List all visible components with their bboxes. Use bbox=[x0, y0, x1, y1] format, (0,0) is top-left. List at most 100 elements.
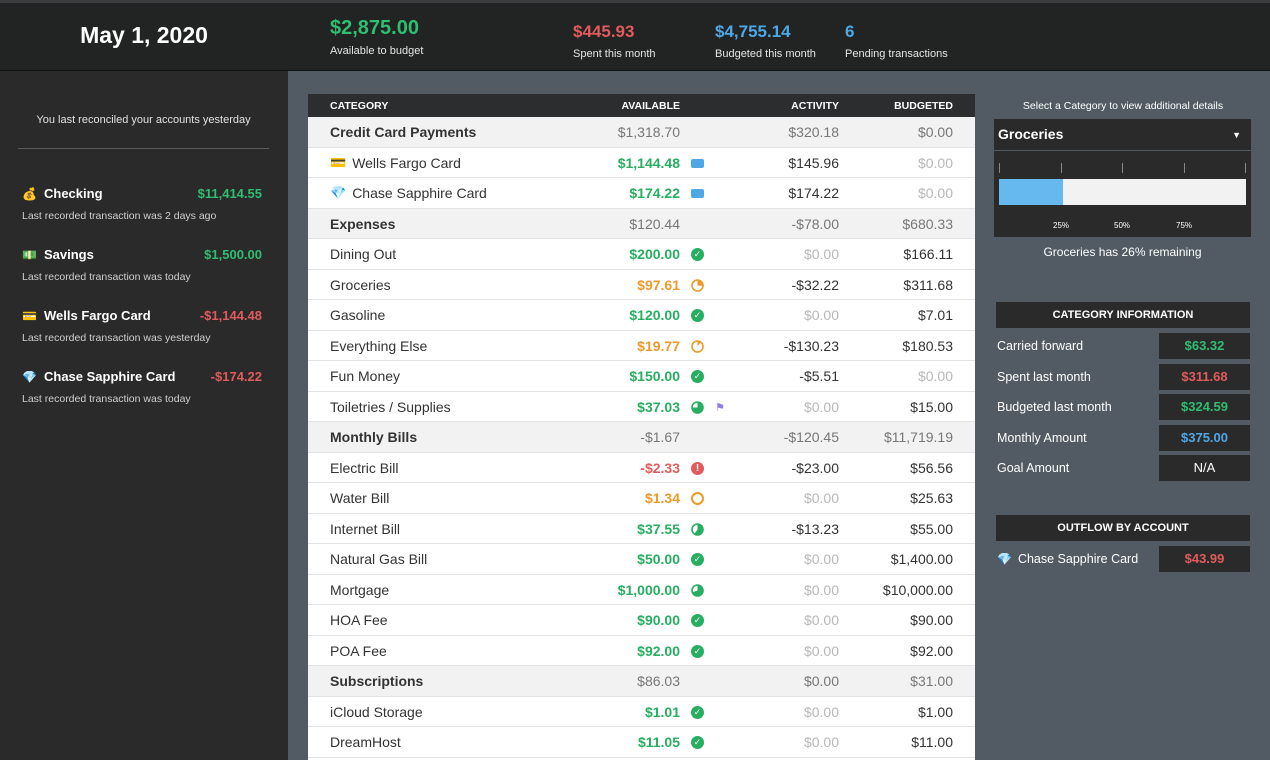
category-row[interactable]: 💎 Chase Sapphire Card $174.22 $174.22 $0.00 bbox=[308, 178, 975, 209]
budgeted-cell[interactable]: $15.00 bbox=[910, 398, 953, 415]
available-cell[interactable]: $37.55 bbox=[637, 520, 680, 537]
gauge-label-50: 50% bbox=[1113, 221, 1131, 230]
available-cell[interactable]: $1,144.48 bbox=[617, 154, 680, 171]
activity-cell[interactable]: -$5.51 bbox=[799, 368, 839, 384]
activity-cell[interactable]: $0.00 bbox=[803, 398, 839, 415]
available-cell[interactable]: $1.01 bbox=[644, 703, 680, 720]
available-cell[interactable]: $120.44 bbox=[629, 215, 680, 232]
budgeted-cell[interactable]: $1,400.00 bbox=[890, 551, 953, 567]
available-cell[interactable]: $120.00 bbox=[629, 307, 680, 323]
budgeted-cell[interactable]: $0.00 bbox=[917, 368, 953, 384]
category-row[interactable]: Dining Out $200.00 ✓ $0.00 $166.11 bbox=[308, 239, 975, 270]
budgeted-cell[interactable]: $180.53 bbox=[902, 337, 953, 354]
category-row[interactable]: POA Fee $92.00 ✓ $0.00 $92.00 bbox=[308, 636, 975, 666]
budgeted-cell[interactable]: $56.56 bbox=[910, 459, 953, 476]
category-group-row[interactable]: Credit Card Payments $1,318.70 $320.18 $0.0… bbox=[308, 117, 975, 148]
category-row[interactable]: DreamHost $11.05 ✓ $0.00 $11.00 bbox=[308, 727, 975, 758]
column-header-category[interactable]: CATEGORY bbox=[330, 100, 389, 112]
category-group-row[interactable]: Subscriptions $86.03 $0.00 $31.00 bbox=[308, 666, 975, 697]
activity-cell[interactable]: $0.00 bbox=[803, 581, 839, 598]
flag-icon[interactable]: ⚑ bbox=[715, 401, 725, 414]
category-row[interactable]: Mortgage $1,000.00 $0.00 $10,000.00 bbox=[308, 575, 975, 605]
activity-cell[interactable]: $0.00 bbox=[803, 551, 839, 567]
available-cell[interactable]: $37.03 bbox=[637, 398, 680, 415]
activity-cell[interactable]: $0.00 bbox=[803, 673, 839, 689]
budgeted-cell[interactable]: $25.63 bbox=[910, 490, 953, 506]
category-info-label: Carried forward bbox=[997, 339, 1084, 353]
available-cell[interactable]: -$2.33 bbox=[640, 459, 680, 476]
current-month-date[interactable]: May 1, 2020 bbox=[80, 22, 208, 48]
activity-cell[interactable]: $0.00 bbox=[803, 734, 839, 750]
budgeted-cell[interactable]: $0.00 bbox=[917, 185, 953, 201]
activity-cell[interactable]: -$13.23 bbox=[791, 520, 839, 537]
activity-cell[interactable]: -$23.00 bbox=[791, 459, 839, 476]
activity-cell[interactable]: $0.00 bbox=[803, 490, 839, 506]
pending-transactions-stat[interactable]: 6 Pending transactions bbox=[845, 22, 948, 60]
category-row[interactable]: Toiletries / Supplies $37.03 ⚑ $0.00 $15.00 bbox=[308, 392, 975, 422]
budgeted-cell[interactable]: $31.00 bbox=[910, 673, 953, 689]
account-item[interactable]: 💎 Chase Sapphire Card -$174.22 Last recorde… bbox=[22, 369, 262, 405]
available-cell[interactable]: $90.00 bbox=[637, 612, 680, 628]
available-cell[interactable]: $19.77 bbox=[637, 337, 680, 354]
available-cell[interactable]: $97.61 bbox=[637, 276, 680, 293]
available-cell[interactable]: $1,318.70 bbox=[617, 124, 680, 140]
budgeted-cell[interactable]: $0.00 bbox=[917, 124, 953, 140]
activity-cell[interactable]: $0.00 bbox=[803, 612, 839, 628]
budgeted-cell[interactable]: $0.00 bbox=[917, 154, 953, 171]
available-cell[interactable]: $50.00 bbox=[637, 551, 680, 567]
available-cell[interactable]: $86.03 bbox=[637, 673, 680, 689]
activity-cell[interactable]: $0.00 bbox=[803, 642, 839, 659]
category-row[interactable]: Fun Money $150.00 ✓ -$5.51 $0.00 bbox=[308, 361, 975, 392]
activity-cell[interactable]: $145.96 bbox=[788, 154, 839, 171]
available-cell[interactable]: $1.34 bbox=[644, 490, 680, 506]
activity-cell[interactable]: -$32.22 bbox=[791, 276, 839, 293]
column-header-budgeted[interactable]: BUDGETED bbox=[894, 100, 953, 112]
account-item[interactable]: 💳 Wells Fargo Card -$1,144.48 Last recorded… bbox=[22, 308, 262, 344]
activity-cell[interactable]: $0.00 bbox=[803, 703, 839, 720]
available-cell[interactable]: $11.05 bbox=[637, 734, 680, 750]
column-header-available[interactable]: AVAILABLE bbox=[621, 100, 680, 112]
activity-cell[interactable]: -$78.00 bbox=[791, 215, 839, 232]
activity-cell[interactable]: $320.18 bbox=[788, 124, 839, 140]
available-cell[interactable]: $1,000.00 bbox=[617, 581, 680, 598]
budgeted-cell[interactable]: $10,000.00 bbox=[882, 581, 953, 598]
column-header-activity[interactable]: ACTIVITY bbox=[791, 100, 839, 112]
account-item[interactable]: 💵 Savings $1,500.00 Last recorded transacti… bbox=[22, 247, 262, 283]
category-row[interactable]: Electric Bill -$2.33! -$23.00 $56.56 bbox=[308, 453, 975, 483]
budgeted-cell[interactable]: $55.00 bbox=[910, 520, 953, 537]
available-cell[interactable]: $200.00 bbox=[629, 246, 680, 262]
category-row[interactable]: Gasoline $120.00 ✓ $0.00 $7.01 bbox=[308, 300, 975, 331]
activity-cell[interactable]: $0.00 bbox=[803, 246, 839, 262]
category-group-row[interactable]: Expenses $120.44 -$78.00 $680.33 bbox=[308, 208, 975, 239]
budgeted-cell[interactable]: $92.00 bbox=[910, 642, 953, 659]
category-group-row[interactable]: Monthly Bills -$1.67 -$120.45 $11,719.19 bbox=[308, 422, 975, 453]
available-cell[interactable]: $150.00 bbox=[629, 368, 680, 384]
budgeted-cell[interactable]: $1.00 bbox=[917, 703, 953, 720]
budgeted-cell[interactable]: $311.68 bbox=[903, 276, 953, 293]
category-name-cell: Monthly Bills bbox=[330, 429, 417, 445]
category-select[interactable]: Groceries ▼ bbox=[994, 119, 1251, 150]
category-row[interactable]: Natural Gas Bill $50.00 ✓ $0.00 $1,400.00 bbox=[308, 544, 975, 575]
category-row[interactable]: HOA Fee $90.00 ✓ $0.00 $90.00 bbox=[308, 605, 975, 636]
available-cell[interactable]: -$1.67 bbox=[640, 429, 680, 445]
activity-cell[interactable]: -$130.23 bbox=[783, 337, 839, 354]
category-row[interactable]: Water Bill $1.34 $0.00 $25.63 bbox=[308, 483, 975, 514]
budgeted-cell[interactable]: $11.00 bbox=[911, 734, 953, 750]
budgeted-cell[interactable]: $7.01 bbox=[917, 307, 953, 323]
category-row[interactable]: Internet Bill $37.55 -$13.23 $55.00 bbox=[308, 514, 975, 544]
budgeted-cell[interactable]: $11,719.19 bbox=[883, 429, 953, 445]
category-row[interactable]: iCloud Storage $1.01 ✓ $0.00 $1.00 bbox=[308, 697, 975, 727]
activity-cell[interactable]: $174.22 bbox=[788, 185, 839, 201]
available-cell[interactable]: $174.22 bbox=[629, 185, 680, 201]
category-row[interactable]: Groceries $97.61 -$32.22 $311.68 bbox=[308, 270, 975, 300]
category-row[interactable]: Everything Else $19.77 -$130.23 $180.53 bbox=[308, 331, 975, 361]
account-item[interactable]: 💰 Checking $11,414.55 Last recorded transac… bbox=[22, 186, 262, 222]
category-row[interactable]: 💳 Wells Fargo Card $1,144.48 $145.96 $0.00 bbox=[308, 148, 975, 178]
activity-cell[interactable]: -$120.45 bbox=[783, 429, 839, 445]
budgeted-cell[interactable]: $90.00 bbox=[910, 612, 953, 628]
budgeted-cell[interactable]: $680.33 bbox=[902, 215, 953, 232]
available-cell[interactable]: $92.00 bbox=[637, 642, 680, 659]
activity-cell[interactable]: $0.00 bbox=[803, 307, 839, 323]
budgeted-cell[interactable]: $166.11 bbox=[903, 246, 953, 262]
category-name-cell: Mortgage bbox=[330, 582, 389, 598]
